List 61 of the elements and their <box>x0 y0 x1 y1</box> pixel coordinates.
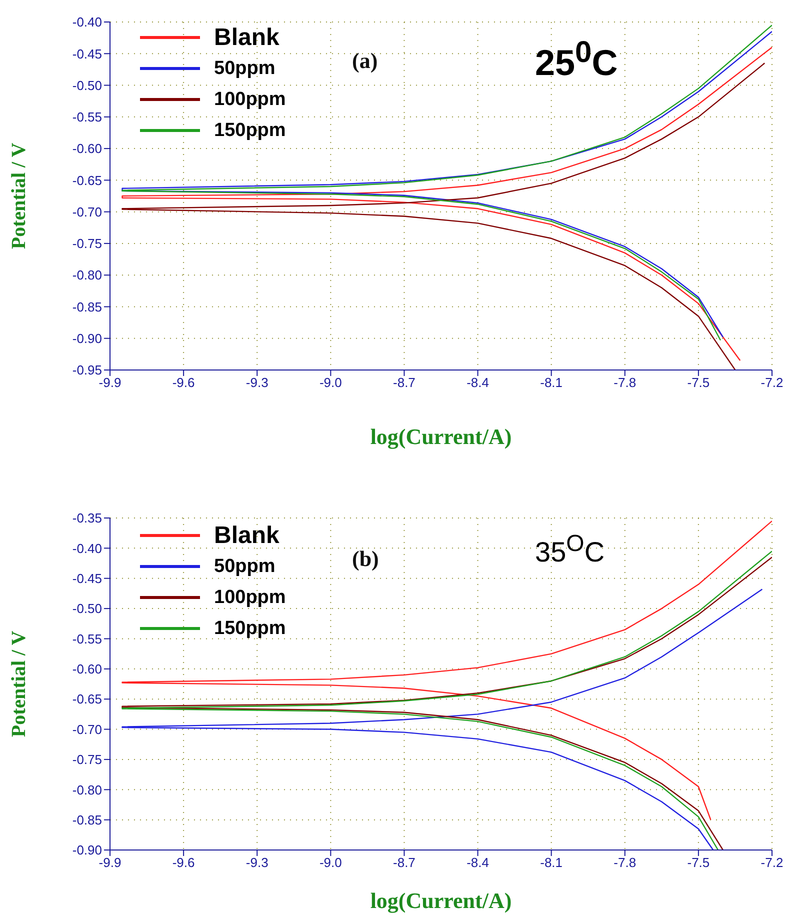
y-tick-label: -0.85 <box>72 299 102 314</box>
x-tick-label: -8.1 <box>540 375 563 390</box>
y-tick-label: -0.80 <box>72 782 102 798</box>
y-tick-label: -0.95 <box>72 362 102 378</box>
y-tick-label: -0.80 <box>72 268 102 283</box>
x-tick-label: -9.9 <box>98 375 122 390</box>
y-tick-label: -0.50 <box>72 78 102 93</box>
y-tick-label: -0.45 <box>72 46 102 62</box>
y-tick-label: -0.70 <box>72 722 102 737</box>
y-axis-title: Potential / V <box>8 630 30 738</box>
y-tick-label: -0.65 <box>72 172 102 188</box>
annotation: (a) <box>352 48 378 74</box>
x-tick-label: -7.5 <box>687 375 710 390</box>
y-tick-label: -0.75 <box>72 236 102 252</box>
x-tick-label: -9.0 <box>319 375 342 390</box>
y-axis-title: Potential / V <box>8 142 30 250</box>
y-tick-label: -0.60 <box>72 662 102 677</box>
x-axis-title: log(Current/A) <box>370 424 512 449</box>
legend-label: 50ppm <box>214 556 276 578</box>
y-tick-label: -0.55 <box>72 110 102 125</box>
y-tick-label: -0.90 <box>72 842 102 858</box>
x-tick-label: -9.0 <box>319 855 342 870</box>
y-tick-label: -0.60 <box>72 141 102 156</box>
x-tick-label: -8.1 <box>540 855 563 870</box>
legend-label: 50ppm <box>214 58 276 80</box>
legend-label: 100ppm <box>214 586 286 608</box>
x-tick-label: -9.6 <box>172 375 195 390</box>
x-tick-label: -9.9 <box>98 855 122 870</box>
y-tick-label: -0.65 <box>72 692 102 707</box>
x-tick-label: -9.3 <box>246 375 268 390</box>
y-tick-label: -0.90 <box>72 330 102 346</box>
line-series <box>122 520 772 820</box>
x-tick-label: -7.8 <box>614 375 636 390</box>
legend-label: Blank <box>214 522 280 550</box>
x-tick-label: -8.7 <box>393 375 416 390</box>
x-tick-label: -8.7 <box>393 855 416 870</box>
y-tick-label: -0.45 <box>72 570 102 586</box>
annotation: 25$^{0}$C <box>535 36 618 84</box>
annotation: 35$^{O}$C <box>535 530 605 568</box>
y-tick-label: -0.40 <box>72 14 102 30</box>
x-tick-label: -9.6 <box>172 855 195 870</box>
x-tick-label: -8.4 <box>466 375 489 390</box>
y-tick-label: -0.35 <box>72 510 102 526</box>
legend-label: 150ppm <box>214 120 286 142</box>
x-tick-label: -7.2 <box>760 375 784 390</box>
y-tick-label: -0.75 <box>72 752 102 768</box>
y-tick-label: -0.55 <box>72 631 102 646</box>
x-tick-label: -9.3 <box>246 855 268 870</box>
x-tick-label: -7.8 <box>614 855 636 870</box>
x-tick-label: -7.5 <box>687 855 710 870</box>
annotation: (b) <box>352 546 379 572</box>
y-tick-label: -0.40 <box>72 540 102 556</box>
x-tick-label: -8.4 <box>466 855 489 870</box>
y-tick-label: -0.85 <box>72 812 102 828</box>
legend-label: Blank <box>214 24 280 52</box>
x-tick-label: -7.2 <box>760 855 784 870</box>
x-axis-title: log(Current/A) <box>370 888 512 913</box>
y-tick-label: -0.70 <box>72 204 102 220</box>
legend-label: 150ppm <box>214 618 286 640</box>
y-tick-label: -0.50 <box>72 601 102 616</box>
legend-label: 100ppm <box>214 88 286 110</box>
